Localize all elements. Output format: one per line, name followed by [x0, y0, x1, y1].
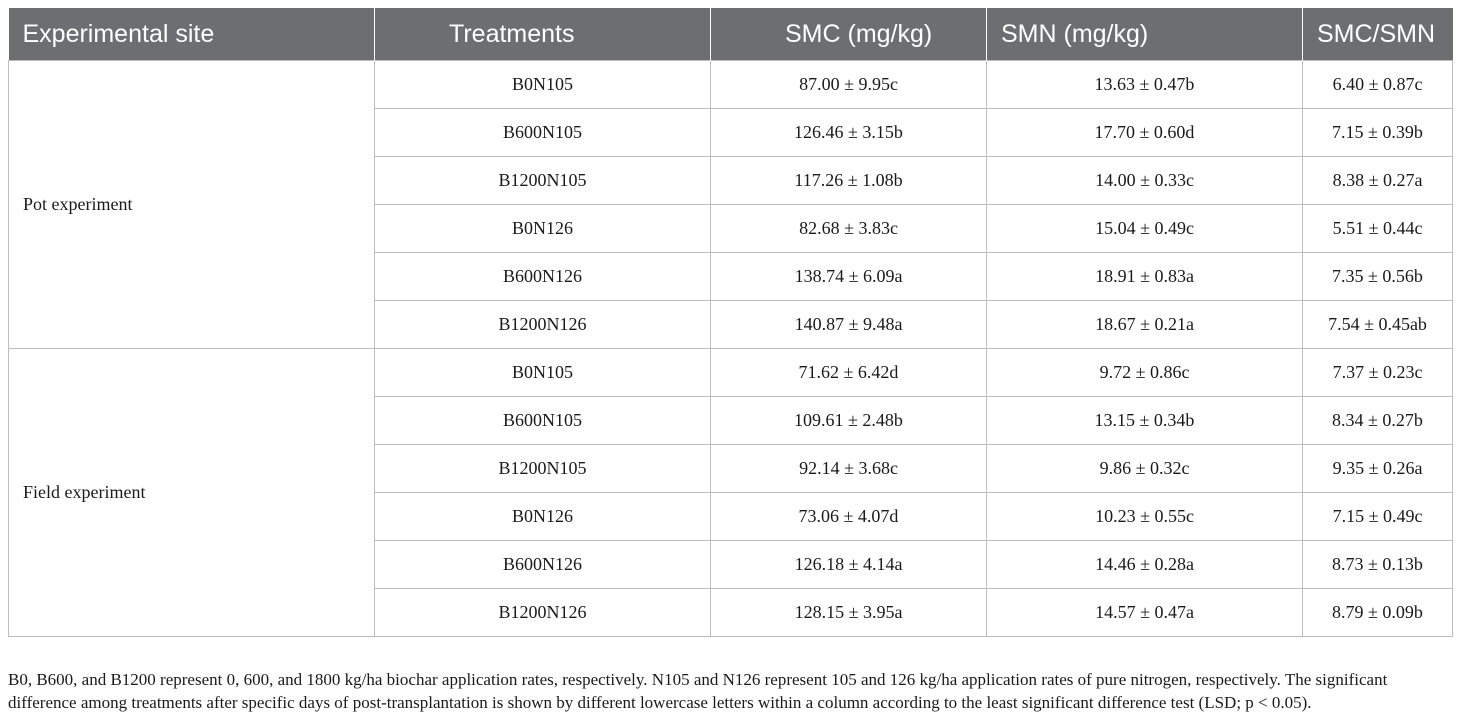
table-row: B1200N105 117.26 ± 1.08b 14.00 ± 0.33c 8…: [9, 156, 1453, 205]
table-row: B600N105 109.61 ± 2.48b 13.15 ± 0.34b 8.…: [9, 396, 1453, 445]
smc-cell: 109.61 ± 2.48b: [710, 396, 987, 445]
header-treatments: Treatments: [374, 8, 711, 61]
smc-cell: 126.18 ± 4.14a: [710, 540, 987, 589]
treatment-cell: B0N105: [374, 60, 711, 109]
smc-cell: 71.62 ± 6.42d: [710, 348, 987, 397]
smc-cell: 126.46 ± 3.15b: [710, 108, 987, 157]
treatment-cell: B1200N105: [374, 156, 711, 205]
table-body: Pot experiment B0N105 87.00 ± 9.95c 13.6…: [8, 60, 1453, 637]
ratio-cell: 7.35 ± 0.56b: [1302, 252, 1453, 301]
results-table: Experimental site Treatments SMC (mg/kg)…: [8, 8, 1453, 637]
smc-cell: 73.06 ± 4.07d: [710, 492, 987, 541]
smn-cell: 14.00 ± 0.33c: [986, 156, 1303, 205]
header-smc-smn-ratio: SMC/SMN: [1302, 8, 1453, 61]
treatment-cell: B600N126: [374, 540, 711, 589]
smn-cell: 17.70 ± 0.60d: [986, 108, 1303, 157]
smn-cell: 18.91 ± 0.83a: [986, 252, 1303, 301]
ratio-cell: 7.37 ± 0.23c: [1302, 348, 1453, 397]
header-smn: SMN (mg/kg): [986, 8, 1303, 61]
smn-cell: 15.04 ± 0.49c: [986, 204, 1303, 253]
ratio-cell: 8.38 ± 0.27a: [1302, 156, 1453, 205]
ratio-cell: 5.51 ± 0.44c: [1302, 204, 1453, 253]
smc-cell: 92.14 ± 3.68c: [710, 444, 987, 493]
smn-cell: 10.23 ± 0.55c: [986, 492, 1303, 541]
treatment-cell: B1200N105: [374, 444, 711, 493]
table-footnote: B0, B600, and B1200 represent 0, 600, an…: [8, 670, 1388, 712]
table-header: Experimental site Treatments SMC (mg/kg)…: [8, 8, 1453, 61]
ratio-cell: 6.40 ± 0.87c: [1302, 60, 1453, 109]
smc-cell: 128.15 ± 3.95a: [710, 588, 987, 637]
ratio-cell: 7.15 ± 0.49c: [1302, 492, 1453, 541]
header-experimental-site: Experimental site: [8, 8, 375, 61]
ratio-cell: 7.54 ± 0.45ab: [1302, 300, 1453, 349]
table-row: Field experiment B0N105 71.62 ± 6.42d 9.…: [8, 348, 1453, 637]
smn-cell: 14.46 ± 0.28a: [986, 540, 1303, 589]
ratio-cell: 8.34 ± 0.27b: [1302, 396, 1453, 445]
table-row: B1200N126 140.87 ± 9.48a 18.67 ± 0.21a 7…: [9, 300, 1453, 349]
header-row: Experimental site Treatments SMC (mg/kg)…: [8, 8, 1453, 61]
smc-cell: 117.26 ± 1.08b: [710, 156, 987, 205]
smc-cell: 82.68 ± 3.83c: [710, 204, 987, 253]
treatment-cell: B0N126: [374, 204, 711, 253]
smc-cell: 138.74 ± 6.09a: [710, 252, 987, 301]
table-row: B600N105 126.46 ± 3.15b 17.70 ± 0.60d 7.…: [9, 108, 1453, 157]
table-row: B1200N105 92.14 ± 3.68c 9.86 ± 0.32c 9.3…: [9, 444, 1453, 493]
smn-cell: 18.67 ± 0.21a: [986, 300, 1303, 349]
treatment-cell: B1200N126: [374, 300, 711, 349]
smn-cell: 14.57 ± 0.47a: [986, 588, 1303, 637]
ratio-cell: 7.15 ± 0.39b: [1302, 108, 1453, 157]
smn-cell: 9.72 ± 0.86c: [986, 348, 1303, 397]
site-cell-field: Field experiment: [8, 348, 375, 637]
treatment-cell: B1200N126: [374, 588, 711, 637]
ratio-cell: 8.79 ± 0.09b: [1302, 588, 1453, 637]
table-row: B1200N126 128.15 ± 3.95a 14.57 ± 0.47a 8…: [9, 588, 1453, 637]
smn-cell: 13.63 ± 0.47b: [986, 60, 1303, 109]
smc-cell: 87.00 ± 9.95c: [710, 60, 987, 109]
ratio-cell: 8.73 ± 0.13b: [1302, 540, 1453, 589]
table-row: B0N126 82.68 ± 3.83c 15.04 ± 0.49c 5.51 …: [9, 204, 1453, 253]
header-smc: SMC (mg/kg): [710, 8, 987, 61]
smc-cell: 140.87 ± 9.48a: [710, 300, 987, 349]
treatment-cell: B0N105: [374, 348, 711, 397]
site-cell-pot: Pot experiment: [8, 60, 375, 349]
table-row: B600N126 138.74 ± 6.09a 18.91 ± 0.83a 7.…: [9, 252, 1453, 301]
table-row: Pot experiment B0N105 87.00 ± 9.95c 13.6…: [8, 60, 1453, 349]
treatment-cell: B600N126: [374, 252, 711, 301]
treatment-cell: B600N105: [374, 396, 711, 445]
smn-cell: 9.86 ± 0.32c: [986, 444, 1303, 493]
smn-cell: 13.15 ± 0.34b: [986, 396, 1303, 445]
treatment-cell: B600N105: [374, 108, 711, 157]
table-row: B0N126 73.06 ± 4.07d 10.23 ± 0.55c 7.15 …: [9, 492, 1453, 541]
treatment-cell: B0N126: [374, 492, 711, 541]
ratio-cell: 9.35 ± 0.26a: [1302, 444, 1453, 493]
